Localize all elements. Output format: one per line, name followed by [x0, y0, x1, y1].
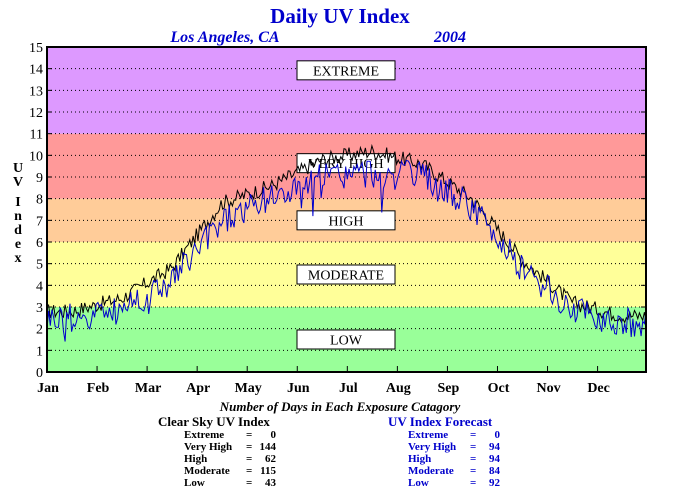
clear-sky-table-title: Clear Sky UV Index — [158, 414, 270, 429]
row-label: Very High — [184, 441, 233, 453]
band-label-moderate: MODERATE — [296, 264, 396, 285]
y-tick-label: 14 — [29, 63, 43, 78]
table-row: Low = 43 — [184, 477, 276, 489]
row-label: Moderate — [408, 465, 454, 477]
band-label-extreme: EXTREME — [296, 60, 396, 81]
y-tick-label: 2 — [36, 323, 43, 338]
x-tick-label: May — [235, 381, 262, 396]
x-tick-label: Aug — [386, 381, 411, 396]
row-equals: = — [470, 453, 477, 465]
y-tick-label: 8 — [36, 193, 43, 208]
table-row: Moderate = 84 — [408, 465, 500, 477]
y-tick-label: 6 — [36, 236, 43, 251]
row-equals: = — [470, 477, 477, 489]
row-value: 43 — [265, 477, 276, 489]
x-tick-label: Jan — [37, 381, 59, 396]
x-tick-label: Jul — [339, 381, 358, 396]
row-equals: = — [470, 465, 477, 477]
y-tick-label: 7 — [36, 214, 43, 229]
x-tick-label: Sep — [438, 381, 460, 396]
table-row: High = 62 — [184, 453, 276, 465]
exposure-bands — [47, 47, 646, 372]
y-tick-label: 11 — [30, 128, 43, 143]
forecast-table: UV Index Forecast Extreme = 0 Very High = 94 H… — [388, 414, 500, 489]
row-label: Very High — [408, 441, 457, 453]
y-tick-label: 5 — [36, 258, 43, 273]
row-value: 84 — [489, 465, 500, 477]
row-equals: = — [246, 441, 253, 453]
x-tick-label: Apr — [186, 381, 210, 396]
table-row: High = 94 — [408, 453, 500, 465]
chart-subtitle-year: 2004 — [433, 29, 466, 46]
table-row: Very High = 144 — [184, 441, 276, 453]
row-equals: = — [470, 429, 477, 441]
days-heading: Number of Days in Each Exposure Catagory — [219, 399, 461, 414]
svg-text:EXTREME: EXTREME — [313, 64, 379, 79]
svg-text:HIGH: HIGH — [329, 214, 364, 229]
row-label: Moderate — [184, 465, 230, 477]
chart-subtitle-location: Los Angeles, CA — [169, 29, 280, 46]
forecast-table-title: UV Index Forecast — [388, 414, 493, 429]
row-value: 92 — [489, 477, 500, 489]
y-tick-label: 1 — [36, 344, 43, 359]
row-value: 94 — [489, 441, 500, 453]
svg-text:MODERATE: MODERATE — [308, 269, 384, 284]
row-equals: = — [470, 441, 477, 453]
row-label: Extreme — [184, 429, 225, 441]
y-tick-label: 3 — [36, 301, 43, 316]
y-tick-label: 0 — [36, 366, 43, 381]
x-tick-label: Dec — [587, 381, 610, 396]
table-row: Extreme = 0 — [408, 429, 500, 441]
series-line-forecast — [46, 159, 647, 342]
x-tick-label: Oct — [488, 381, 510, 396]
chart-title: Daily UV Index — [270, 4, 410, 28]
plot-frame — [46, 46, 647, 373]
svg-text:LOW: LOW — [330, 334, 363, 349]
clear-sky-table: Clear Sky UV Index Extreme = 0 Very High = 14… — [158, 414, 276, 489]
row-label: High — [184, 453, 208, 465]
row-value: 94 — [489, 453, 500, 465]
series-lines — [46, 143, 647, 342]
row-equals: = — [246, 477, 253, 489]
y-tick-label: 10 — [29, 149, 43, 164]
row-value: 62 — [265, 453, 276, 465]
uv-chart: Daily UV Index Los Angeles, CA 2004 LOW M… — [13, 4, 647, 396]
row-label: High — [408, 453, 432, 465]
series-line-clear-sky — [46, 143, 647, 324]
table-row: Moderate = 115 — [184, 465, 276, 477]
band-label-low: LOW — [296, 329, 396, 350]
y-tick-label: 13 — [29, 84, 43, 99]
x-tick-label: Jun — [287, 381, 310, 396]
table-row: Very High = 94 — [408, 441, 500, 453]
table-row: Low = 92 — [408, 477, 500, 489]
row-label: Low — [408, 477, 429, 489]
row-equals: = — [246, 453, 253, 465]
y-tick-label: 4 — [36, 279, 43, 294]
row-label: Low — [184, 477, 205, 489]
band-label-high: HIGH — [296, 210, 396, 231]
y-tick-label: 15 — [29, 41, 43, 56]
row-label: Extreme — [408, 429, 449, 441]
row-equals: = — [246, 465, 253, 477]
x-tick-label: Feb — [87, 381, 110, 396]
y-tick-label: 9 — [36, 171, 43, 186]
x-tick-label: Nov — [536, 381, 560, 396]
row-equals: = — [246, 429, 253, 441]
row-value: 0 — [494, 429, 501, 441]
y-tick-label: 12 — [29, 106, 43, 121]
x-tick-label: Mar — [135, 381, 161, 396]
row-value: 115 — [260, 465, 276, 477]
row-value: 0 — [270, 429, 277, 441]
table-row: Extreme = 0 — [184, 429, 276, 441]
band-extreme — [47, 47, 646, 134]
row-value: 144 — [259, 441, 277, 453]
